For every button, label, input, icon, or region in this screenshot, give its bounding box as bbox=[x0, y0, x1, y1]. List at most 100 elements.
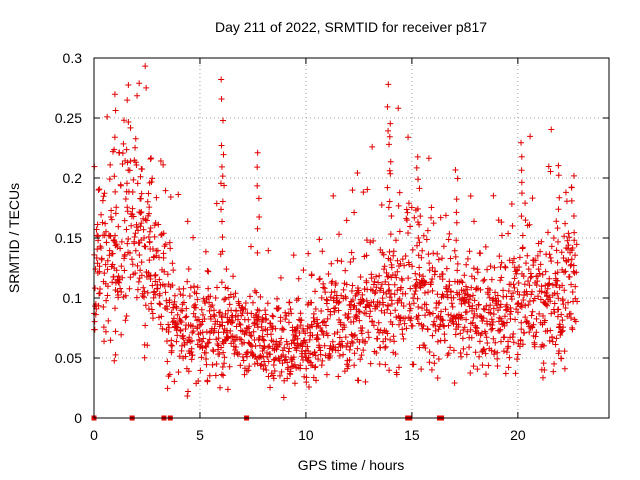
data-point bbox=[214, 318, 221, 325]
data-point bbox=[404, 209, 411, 216]
data-point-spike bbox=[384, 184, 391, 191]
data-point bbox=[529, 308, 536, 315]
data-point bbox=[422, 344, 429, 351]
data-point bbox=[276, 339, 283, 346]
data-point bbox=[474, 325, 481, 332]
data-point bbox=[222, 310, 229, 317]
data-point bbox=[549, 338, 556, 345]
data-point bbox=[508, 293, 515, 300]
data-point bbox=[160, 230, 167, 237]
data-point bbox=[515, 280, 522, 287]
data-point-spike bbox=[146, 210, 153, 217]
data-point-spike bbox=[112, 107, 119, 114]
data-point bbox=[117, 285, 124, 292]
data-point bbox=[141, 288, 148, 295]
data-point bbox=[346, 357, 353, 364]
data-point bbox=[371, 290, 378, 297]
data-point bbox=[511, 284, 518, 291]
data-point bbox=[572, 252, 579, 259]
data-point bbox=[420, 322, 427, 329]
data-point bbox=[144, 342, 151, 349]
data-point bbox=[122, 292, 129, 299]
data-point bbox=[536, 310, 543, 317]
data-point bbox=[273, 338, 280, 345]
data-point bbox=[199, 338, 206, 345]
data-point bbox=[218, 371, 225, 378]
data-point bbox=[313, 377, 320, 384]
data-point bbox=[400, 302, 407, 309]
data-point bbox=[393, 274, 400, 281]
data-point-spike bbox=[146, 228, 153, 235]
data-point-spike bbox=[112, 188, 119, 195]
data-point bbox=[203, 361, 210, 368]
data-point bbox=[166, 239, 173, 246]
data-point bbox=[441, 337, 448, 344]
data-point bbox=[219, 313, 226, 320]
data-point bbox=[98, 211, 105, 218]
data-point bbox=[359, 325, 366, 332]
data-point bbox=[223, 266, 230, 273]
data-point-spike bbox=[254, 182, 261, 189]
data-point bbox=[318, 294, 325, 301]
data-point bbox=[387, 310, 394, 317]
data-point bbox=[133, 162, 140, 169]
data-point bbox=[369, 143, 376, 150]
data-point bbox=[394, 257, 401, 264]
data-point bbox=[121, 267, 128, 274]
data-point bbox=[528, 312, 535, 319]
data-point bbox=[533, 329, 540, 336]
data-point bbox=[435, 300, 442, 307]
data-point bbox=[170, 267, 177, 274]
data-point bbox=[384, 330, 391, 337]
data-point-spike bbox=[218, 206, 225, 213]
data-point bbox=[203, 343, 210, 350]
data-point bbox=[348, 288, 355, 295]
data-point-spike bbox=[555, 162, 562, 169]
data-point bbox=[262, 362, 269, 369]
data-point bbox=[232, 290, 239, 297]
data-point bbox=[182, 353, 189, 360]
data-point-spike bbox=[568, 197, 575, 204]
data-point bbox=[129, 189, 136, 196]
data-point bbox=[180, 299, 187, 306]
data-point bbox=[363, 279, 370, 286]
data-point bbox=[123, 180, 130, 187]
data-point bbox=[134, 286, 141, 293]
data-point bbox=[104, 257, 111, 264]
data-point bbox=[119, 161, 126, 168]
data-point bbox=[408, 204, 415, 211]
data-point bbox=[203, 328, 210, 335]
data-point bbox=[164, 338, 171, 345]
data-point-spike bbox=[570, 212, 577, 219]
data-point bbox=[421, 281, 428, 288]
data-point bbox=[246, 293, 253, 300]
data-point bbox=[505, 364, 512, 371]
data-point bbox=[294, 323, 301, 330]
data-point bbox=[486, 286, 493, 293]
data-point bbox=[458, 353, 465, 360]
data-point bbox=[485, 306, 492, 313]
data-point bbox=[138, 209, 145, 216]
data-point bbox=[355, 377, 362, 384]
data-point bbox=[218, 279, 225, 286]
y-tick-label: 0.3 bbox=[63, 50, 83, 66]
data-point bbox=[102, 328, 109, 335]
data-point bbox=[276, 372, 283, 379]
data-point bbox=[501, 322, 508, 329]
data-point bbox=[186, 334, 193, 341]
data-point bbox=[540, 313, 547, 320]
data-point-spike bbox=[221, 182, 228, 189]
data-point bbox=[335, 347, 342, 354]
data-point bbox=[411, 214, 418, 221]
data-point bbox=[356, 308, 363, 315]
data-point bbox=[572, 283, 579, 290]
data-point bbox=[362, 378, 369, 385]
data-point bbox=[162, 187, 169, 194]
data-point bbox=[193, 290, 200, 297]
data-point bbox=[304, 343, 311, 350]
data-point bbox=[390, 252, 397, 259]
data-point bbox=[370, 237, 377, 244]
data-point bbox=[570, 268, 577, 275]
data-point bbox=[477, 250, 484, 257]
data-point bbox=[267, 351, 274, 358]
